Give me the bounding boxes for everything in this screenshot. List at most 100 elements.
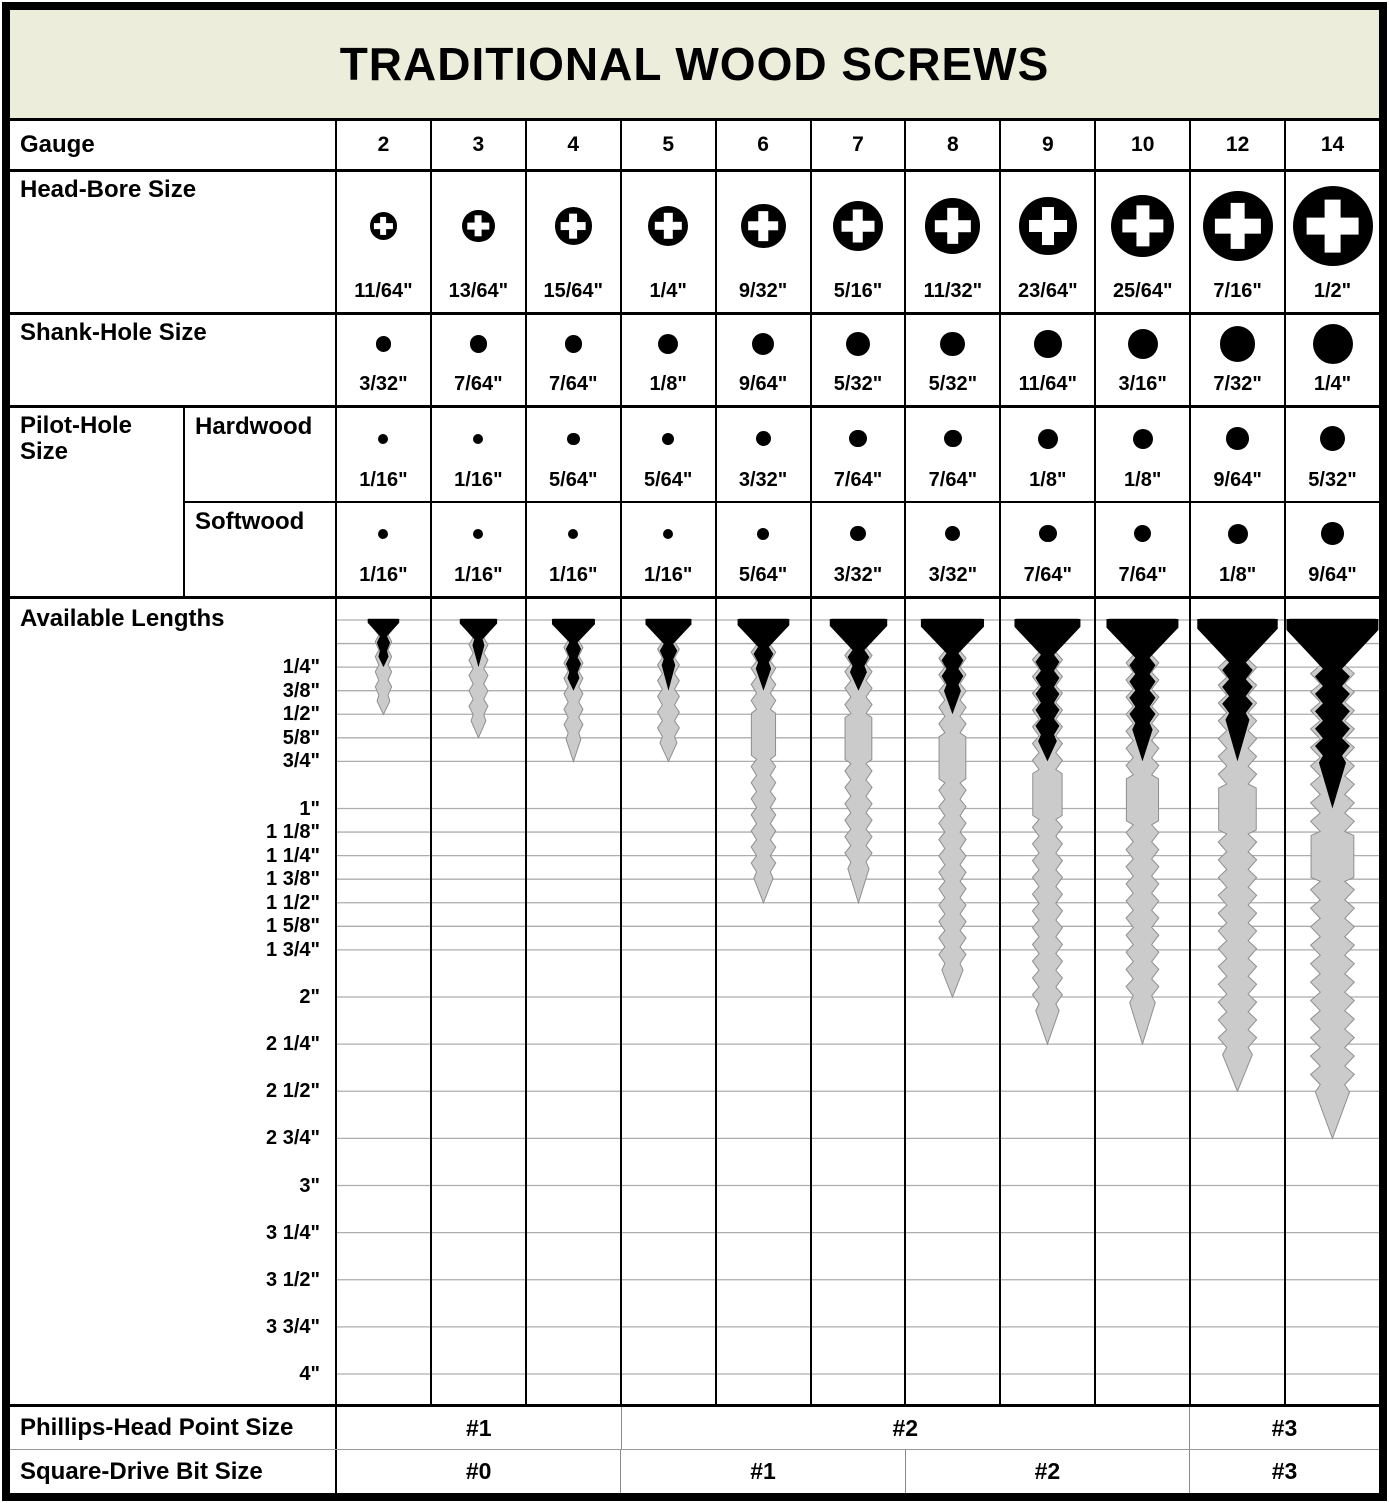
phillips-point-size-value: #2: [620, 1407, 1189, 1449]
lengths-row-label: Available Lengths: [20, 605, 225, 632]
pilot-hardwood-cell-value: 5/64": [549, 469, 598, 492]
screw-illustration: [716, 618, 810, 1375]
drill-hole-dot-icon: [1191, 503, 1284, 564]
chart-title: TRADITIONAL WOOD SCREWS: [10, 10, 1379, 121]
screw-illustration: [431, 618, 525, 1375]
screw-illustration: [1096, 618, 1190, 1375]
pilot-hardwood-cell-value: 1/8": [1124, 469, 1162, 492]
pilot-hardwood-cell-value: 7/64": [928, 469, 978, 492]
shank-hole-cell: 1/8": [619, 315, 715, 405]
pilot-hardwood-cell-value: 9/64": [1213, 469, 1262, 492]
drill-hole-dot: [658, 334, 679, 354]
length-tick-label: 3": [299, 1174, 320, 1197]
screw-column: [1189, 599, 1285, 1404]
shank-hole-cell: 7/64": [524, 315, 620, 405]
drill-hole-dot-icon: [1191, 408, 1284, 469]
phillips-cross-horizontal: [1214, 218, 1261, 234]
pilot-hardwood-cell-value: 1/8": [1029, 469, 1067, 492]
shank-hole-cell-value: 7/64": [454, 373, 503, 395]
screw-head-circle: [648, 206, 689, 246]
shank-hole-cell: 3/16": [1094, 315, 1189, 405]
longest-screw-silhouette: [1108, 618, 1177, 1046]
drill-hole-dot-icon: [432, 503, 525, 564]
head-bore-size-value: 9/32": [738, 280, 788, 302]
drill-hole-dot-icon: [1001, 315, 1094, 373]
softwood-row-label: Softwood: [183, 503, 335, 596]
length-tick-label: 5/8": [282, 726, 320, 749]
hardwood-row-label: Hardwood: [183, 408, 335, 502]
phillips-cross-horizontal: [934, 220, 972, 232]
square-drive-row: Square-Drive Bit Size #0 #1 #2 #3: [10, 1449, 1379, 1493]
drill-hole-dot-icon: [1096, 503, 1189, 564]
phillips-cross-horizontal: [560, 222, 586, 230]
phillips-cross-horizontal: [467, 222, 490, 230]
drill-hole-dot-icon: [622, 315, 715, 373]
pilot-hardwood-cell: 7/64": [904, 408, 999, 502]
shank-hole-row-label: Shank-Hole Size: [20, 319, 207, 346]
drill-hole-dot-icon: [812, 315, 905, 373]
phillips-head-icon: [1001, 172, 1094, 280]
head-bore-cell: 25/64": [1094, 172, 1189, 312]
phillips-cross-horizontal: [654, 221, 682, 231]
longest-screw-silhouette: [1289, 618, 1376, 1140]
phillips-cross-horizontal: [374, 223, 393, 229]
pilot-hole-row: Pilot-Hole Size Hardwood 1/16" 1/16" 5/64"…: [10, 405, 1379, 596]
square-drive-size-value: #3: [1189, 1450, 1379, 1493]
drill-hole-dot-icon: [812, 408, 905, 469]
screw-column: [809, 599, 905, 1404]
shortest-screw-silhouette: [1106, 619, 1179, 762]
drill-hole-dot-icon: [717, 315, 810, 373]
shank-hole-cell-value: 7/64": [549, 373, 598, 395]
length-tick-label: 1 1/8": [266, 821, 320, 844]
lengths-ticks: Available Lengths 1/4" 3/8" 1/2" 5/8" 3/4" 1"…: [10, 599, 335, 1404]
gauge-value: 7: [809, 121, 905, 169]
shank-hole-cell: 7/64": [429, 315, 525, 405]
shank-hole-cell: 9/64": [714, 315, 810, 405]
screw-illustration: [621, 618, 715, 1375]
drill-hole-dot: [473, 528, 484, 539]
drill-hole-dot: [1039, 525, 1057, 543]
phillips-head-icon: [812, 172, 905, 280]
head-bore-size-value: 13/64": [448, 280, 509, 302]
drill-hole-dot: [944, 430, 962, 448]
shank-hole-row: Shank-Hole Size 3/32" 7/64" 7/64" 1/8" 9/64"…: [10, 312, 1379, 405]
shortest-screw-silhouette: [1014, 619, 1081, 762]
drill-hole-dot-icon: [1001, 408, 1094, 469]
drill-hole-dot: [940, 331, 966, 357]
screw-column: [335, 599, 430, 1404]
drill-hole-dot: [568, 528, 579, 539]
pilot-hardwood-cell: 1/16": [429, 408, 525, 502]
length-tick-label: 2 1/2": [266, 1080, 320, 1103]
drill-hole-dot-icon: [622, 503, 715, 564]
pilot-softwood-cell: 7/64": [999, 503, 1094, 596]
length-tick-label: 1 1/2": [266, 891, 320, 914]
phillips-cross-horizontal: [841, 220, 875, 232]
head-bore-size-value: 1/4": [649, 280, 687, 302]
softwood-row: Softwood 1/16" 1/16" 1/16" 1/16" 5/64" 3/32" 3…: [183, 501, 1379, 596]
pilot-hardwood-cell-value: 1/16": [359, 469, 408, 492]
phillips-cross-horizontal: [1028, 219, 1067, 233]
screw-head-circle: [1292, 186, 1373, 266]
screw-head-circle: [1019, 197, 1077, 255]
square-drive-size-value: #1: [620, 1450, 904, 1493]
pilot-softwood-cell-value: 1/8": [1218, 564, 1257, 586]
screw-head-circle: [369, 212, 398, 240]
shank-hole-cell-value: 7/32": [1213, 373, 1262, 395]
pilot-softwood-cell: 9/64": [1284, 503, 1379, 596]
gauge-value: 9: [999, 121, 1094, 169]
drill-hole-dot-icon: [622, 408, 715, 469]
screw-illustration: [526, 618, 620, 1375]
longest-screw-silhouette: [1016, 618, 1079, 1046]
drill-hole-dot: [850, 526, 866, 542]
pilot-hardwood-cell: 5/64": [524, 408, 620, 502]
shank-hole-cell: 3/32": [335, 315, 430, 405]
drill-hole-dot: [1227, 523, 1248, 544]
head-bore-cell: 13/64": [429, 172, 525, 312]
pilot-hardwood-cell-value: 7/64": [833, 469, 883, 492]
drill-hole-dot: [378, 528, 389, 539]
drill-hole-dot-icon: [337, 503, 430, 564]
head-bore-cell: 11/64": [335, 172, 430, 312]
screw-column: [1284, 599, 1379, 1404]
pilot-softwood-cell: 1/16": [429, 503, 525, 596]
